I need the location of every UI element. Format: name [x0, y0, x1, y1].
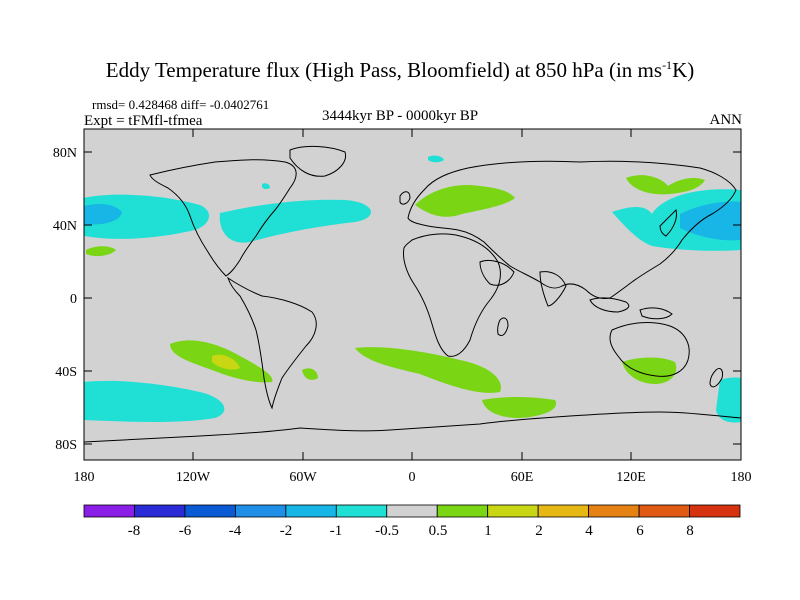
lon-tick-marks [83, 129, 742, 460]
south-pacific-negative [84, 380, 225, 422]
title-superscript: -1 [662, 58, 673, 72]
lon-tick-label: 120E [616, 470, 646, 485]
coastlines [84, 145, 741, 443]
lon-tick-label: 60W [289, 470, 317, 485]
europe-positive [415, 184, 515, 217]
colorbar-label: 2 [535, 523, 543, 539]
lat-tick-label: 80N [53, 146, 77, 161]
coast-australia [609, 322, 690, 377]
australia-south-positive [622, 357, 677, 384]
coast-japan [659, 209, 677, 237]
lat-tick-label: 40N [53, 219, 77, 234]
lon-tick-label: 120W [176, 470, 211, 485]
colorbar-label: -6 [179, 523, 192, 539]
colorbar-swatch [537, 504, 590, 518]
colorbar-label: 0.5 [429, 523, 448, 539]
colorbar-labels: -8 -6 -4 -2 -1 -0.5 0.5 1 2 4 6 8 [128, 523, 694, 539]
siberia-positive [626, 175, 705, 195]
small-negative-patch [262, 183, 270, 190]
anomaly-fields [84, 155, 741, 423]
lat-tick-label: 0 [70, 292, 77, 307]
lon-tick-label: 0 [409, 470, 416, 485]
colorbar-label: -4 [229, 523, 242, 539]
colorbar-label: -1 [330, 523, 343, 539]
south-american-positive [302, 368, 318, 380]
north-pacific-west-core [84, 204, 122, 225]
lat-tick-label: 80S [55, 438, 77, 453]
colorbar-swatch [588, 504, 640, 518]
south-pacific-core [212, 354, 240, 370]
colorbar-label: 4 [585, 523, 593, 539]
colorbar-swatches [83, 504, 741, 518]
coast-new-guinea [639, 307, 673, 320]
lat-tick-marks [84, 151, 741, 445]
plot-title: Eddy Temperature flux (High Pass, Bloomf… [0, 58, 800, 83]
colorbar-label: -2 [280, 523, 293, 539]
colorbar-swatch [638, 504, 690, 518]
colorbar-swatch [689, 504, 741, 518]
south-indian-negative [716, 377, 741, 423]
coast-greenland [289, 145, 347, 177]
colorbar-swatch [386, 504, 438, 518]
colorbar-label: 1 [484, 523, 492, 539]
north-pacific-east-core [680, 201, 741, 241]
lon-tick-label: 60E [511, 470, 534, 485]
lat-tick-label: 40S [55, 365, 77, 380]
season-label: ANN [709, 112, 743, 128]
north-pacific-west-negative [84, 194, 210, 239]
title-text: Eddy Temperature flux (High Pass, Bloomf… [105, 58, 663, 82]
coast-india [539, 271, 567, 307]
colorbar-swatch [487, 504, 539, 518]
colorbar-label: -8 [128, 523, 141, 539]
colorbar-swatch [234, 504, 287, 518]
south-atlantic-positive [355, 347, 501, 393]
coast-eurasia [407, 160, 737, 299]
north-atlantic-negative [219, 199, 372, 243]
lat-tick-labels: 80N 40N 0 40S 80S [53, 146, 77, 453]
colorbar-swatch [436, 504, 489, 518]
coast-africa [403, 233, 501, 357]
colorbar-swatch [184, 504, 236, 518]
colorbar-label: 8 [686, 523, 694, 539]
rmsd-diff-stats: rmsd= 0.428468 diff= -0.0402761 [92, 97, 270, 112]
period-label: 3444kyr BP - 0000kyr BP [322, 108, 479, 124]
coast-north-america [149, 159, 297, 277]
lon-tick-labels: 180 120W 60W 0 60E 120E 180 [74, 470, 752, 485]
coast-madagascar [497, 317, 509, 337]
colorbar-swatch [335, 504, 388, 518]
title-unit-end: K) [672, 58, 695, 82]
southern-ocean-positive [482, 397, 557, 418]
coast-arabia [479, 259, 515, 286]
colorbar-label: -0.5 [375, 523, 399, 539]
lon-tick-label: 180 [731, 470, 752, 485]
north-pacific-positive [86, 246, 116, 257]
coast-antarctica [84, 411, 741, 443]
colorbar-label: 6 [636, 523, 644, 539]
experiment-label: Expt = tFMfl-tfmea [84, 113, 203, 129]
small-negative-patch [428, 155, 444, 163]
colorbar-swatch [134, 504, 186, 518]
coast-british-isles [399, 191, 411, 205]
lon-tick-label: 180 [74, 470, 95, 485]
coast-south-america [227, 276, 317, 410]
coast-new-zealand [709, 367, 723, 388]
colorbar: -8 -6 -4 -2 -1 -0.5 0.5 1 2 4 6 8 [83, 504, 741, 539]
coast-indonesia [589, 297, 630, 313]
colorbar-swatch [285, 504, 337, 518]
colorbar-swatch [83, 504, 135, 518]
